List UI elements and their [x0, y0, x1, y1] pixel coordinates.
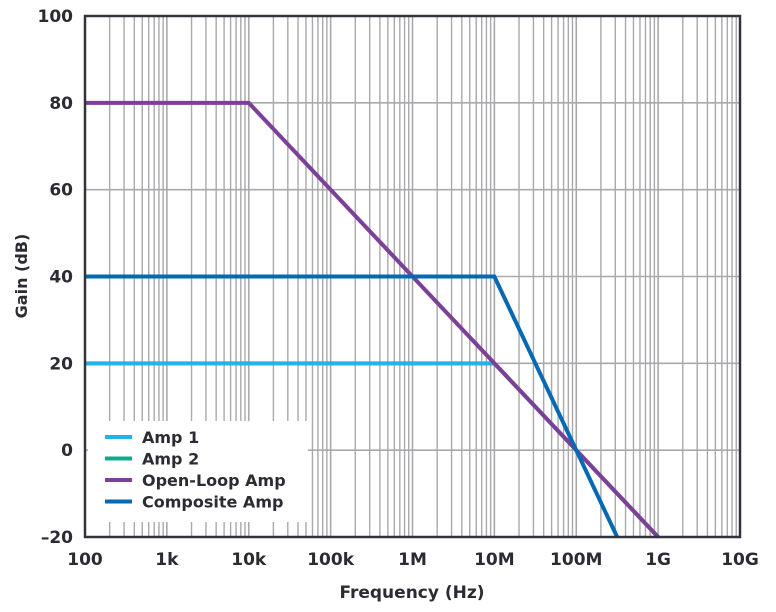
x-tick-label: 100M [550, 550, 602, 570]
x-tick-label: 100 [67, 550, 103, 570]
plot-frame [83, 14, 742, 539]
y-tick-label: 0 [61, 441, 73, 461]
tick-labels: 100 1k 10k 100k 1M 10M 100M 1G 10G –20 0 20 40 60 80 10… [38, 7, 759, 570]
legend: Amp 1 Amp 2 Open-Loop Amp Composite Amp [105, 428, 286, 512]
x-tick-label: 1k [155, 550, 179, 570]
axes-frame [83, 14, 742, 539]
series-line-open-loop-amp [85, 100, 660, 539]
y-tick-label: 100 [38, 7, 74, 27]
y-tick-label: 20 [49, 354, 73, 374]
x-tick-label: 100k [307, 550, 354, 570]
y-tick-label: –20 [41, 528, 73, 548]
y-axis-label: Gain (dB) [12, 234, 31, 319]
x-axis-label: Frequency (Hz) [339, 583, 484, 603]
x-tick-label: 10M [474, 550, 515, 570]
legend-label: Amp 2 [142, 450, 199, 469]
y-tick-label: 80 [49, 94, 73, 114]
x-tick-label: 1M [398, 550, 427, 570]
legend-label: Amp 1 [142, 428, 199, 447]
x-tick-label: 10G [721, 550, 759, 570]
y-tick-label: 60 [49, 181, 73, 201]
x-tick-label: 10k [231, 550, 267, 570]
x-tick-label: 1G [645, 550, 671, 570]
legend-label: Composite Amp [142, 493, 283, 512]
legend-label: Open-Loop Amp [142, 471, 286, 490]
series-line-composite-amp [85, 274, 619, 538]
y-tick-label: 40 [49, 268, 73, 288]
series-lines [85, 100, 660, 539]
